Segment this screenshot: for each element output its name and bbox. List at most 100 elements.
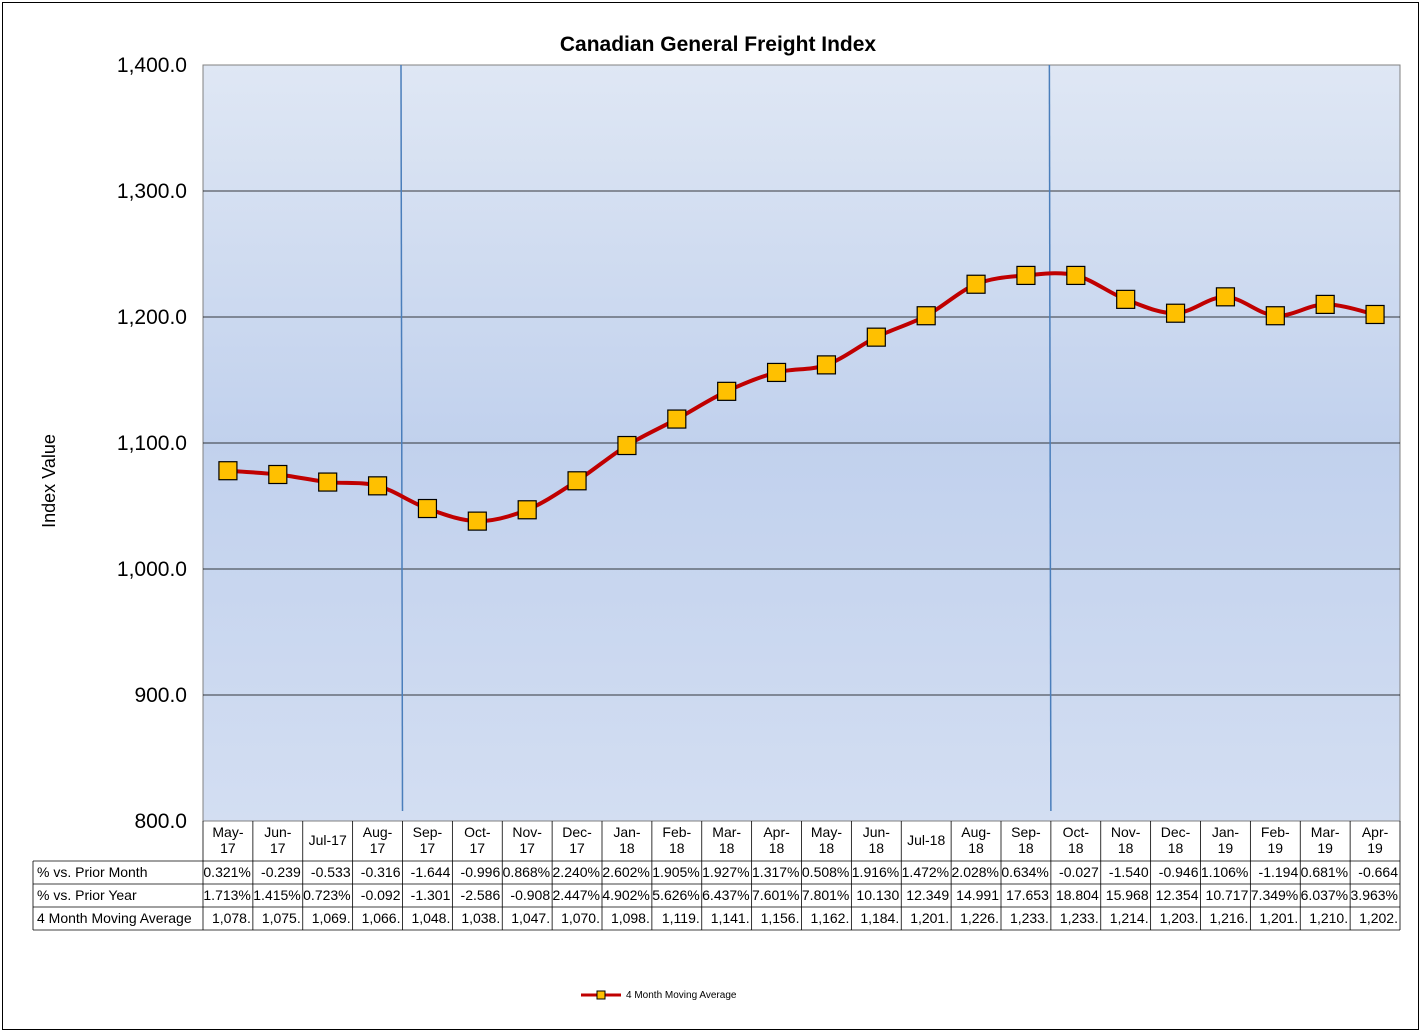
table-cell: 2.447% — [553, 887, 600, 903]
data-point — [567, 471, 587, 491]
x-tick-label: 17 — [519, 840, 535, 856]
table-cell: -0.239 — [261, 864, 301, 880]
table-cell: 0.868% — [503, 864, 550, 880]
table-cell: 1,162. — [810, 910, 849, 926]
table-cell: 1,119. — [662, 910, 700, 926]
data-point — [268, 464, 288, 485]
data-point — [1365, 304, 1385, 325]
data-point — [318, 472, 338, 492]
table-cell: -0.533 — [311, 864, 351, 880]
x-tick-label: Oct- — [1063, 824, 1090, 840]
table-row-label: % vs. Prior Year — [37, 887, 137, 903]
x-tick-label: 18 — [1068, 840, 1084, 856]
x-tick-label: 18 — [1168, 840, 1184, 856]
legend-label: 4 Month Moving Average — [626, 990, 737, 1001]
data-point — [916, 306, 936, 326]
table-cell: 1.317% — [752, 864, 799, 880]
x-tick-label: Jan- — [613, 824, 641, 840]
table-cell: 5.626% — [652, 887, 699, 903]
table-cell: -0.092 — [361, 887, 401, 903]
table-cell: 1,201. — [1259, 910, 1298, 926]
table-cell: -0.996 — [461, 864, 501, 880]
x-tick-label: May- — [811, 824, 842, 840]
table-cell: 3.963% — [1351, 887, 1398, 903]
x-tick-label: 18 — [1118, 840, 1134, 856]
x-tick-label: 18 — [819, 840, 835, 856]
chart-title: Canadian General Freight Index — [560, 33, 877, 56]
table-cell: 0.321% — [203, 864, 250, 880]
table-cell: 15.968 — [1106, 887, 1149, 903]
table-cell: 18.804 — [1056, 887, 1099, 903]
data-point — [1265, 306, 1285, 326]
x-tick-label: Jun- — [863, 824, 891, 840]
y-tick-label: 1,300.0 — [117, 180, 187, 203]
x-tick-label: Aug- — [961, 824, 991, 840]
table-cell: 1,070. — [561, 910, 600, 926]
table-cell: -1.194 — [1259, 864, 1299, 880]
x-tick-label: Mar- — [712, 824, 741, 840]
data-point — [1165, 303, 1186, 323]
data-point — [617, 435, 637, 456]
x-tick-label: Jul-18 — [907, 832, 945, 848]
table-cell: 2.240% — [553, 864, 600, 880]
chart-svg: Canadian General Freight Index Index Val… — [32, 33, 1401, 1001]
x-tick-label: Aug- — [363, 824, 393, 840]
vertical-marker-line — [1048, 64, 1052, 812]
table-cell: 0.723% — [303, 887, 350, 903]
table-cell: 4.902% — [602, 887, 649, 903]
table-cell: 1,069. — [312, 910, 351, 926]
table-cell: 1,203. — [1160, 910, 1199, 926]
table-cell: 7.349% — [1251, 887, 1298, 903]
x-tick-label: 19 — [1218, 840, 1234, 856]
x-tick-label: 19 — [1317, 840, 1333, 856]
x-tick-label: Nov- — [512, 824, 542, 840]
table-cell: 1,038. — [461, 910, 500, 926]
table-cell: 1,156. — [761, 910, 800, 926]
data-point — [367, 476, 388, 496]
table-cell: 1.713% — [203, 887, 250, 903]
table-cell: 1,201. — [910, 910, 949, 926]
y-axis-ticks: 1,400.0 1,300.0 1,200.0 1,100.0 1,000.0 900.0… — [117, 54, 187, 833]
table-cell: 1,233. — [1010, 910, 1049, 926]
x-tick-label: May- — [212, 824, 243, 840]
x-tick-label: Apr- — [1362, 824, 1389, 840]
table-cell: 2.028% — [952, 864, 999, 880]
table-cell: 1,098. — [611, 910, 650, 926]
x-tick-label: Apr- — [763, 824, 790, 840]
x-tick-label: Feb- — [1261, 824, 1290, 840]
x-tick-label: 17 — [270, 840, 286, 856]
x-tick-label: Jun- — [264, 824, 292, 840]
x-tick-label: Jan- — [1212, 824, 1240, 840]
x-tick-label: 17 — [220, 840, 236, 856]
data-point — [766, 362, 787, 383]
series-group — [218, 265, 1385, 531]
table-cell: 12.349 — [906, 887, 949, 903]
table-cell: 0.634% — [1001, 864, 1048, 880]
table-row-label: 4 Month Moving Average — [37, 910, 192, 926]
data-point — [966, 274, 986, 294]
x-tick-label: Oct- — [464, 824, 491, 840]
table-cell: 6.437% — [702, 887, 749, 903]
table-cell: 1,214. — [1110, 910, 1149, 926]
data-point — [1215, 287, 1236, 307]
legend: 4 Month Moving Average — [581, 990, 737, 1001]
table-cell: 1.415% — [253, 887, 300, 903]
y-tick-label: 900.0 — [134, 684, 187, 707]
data-point — [1116, 289, 1136, 309]
table-cell: 1.916% — [852, 864, 899, 880]
table-cell: 1,078. — [212, 910, 251, 926]
table-cell: -0.908 — [510, 887, 550, 903]
x-tick-label: Dec- — [562, 824, 592, 840]
table-cell: -0.316 — [361, 864, 401, 880]
table-cell: 1,233. — [1060, 910, 1099, 926]
data-point — [1016, 265, 1036, 286]
x-tick-label: 17 — [470, 840, 486, 856]
table-cell: -1.644 — [411, 864, 451, 880]
data-point — [816, 355, 837, 375]
table-cell: 1,184. — [860, 910, 899, 926]
vertical-markers — [400, 64, 1052, 812]
legend-marker — [596, 990, 606, 1000]
table-cell: 10.717 — [1206, 887, 1249, 903]
table-cell: 1,141. — [711, 910, 750, 926]
